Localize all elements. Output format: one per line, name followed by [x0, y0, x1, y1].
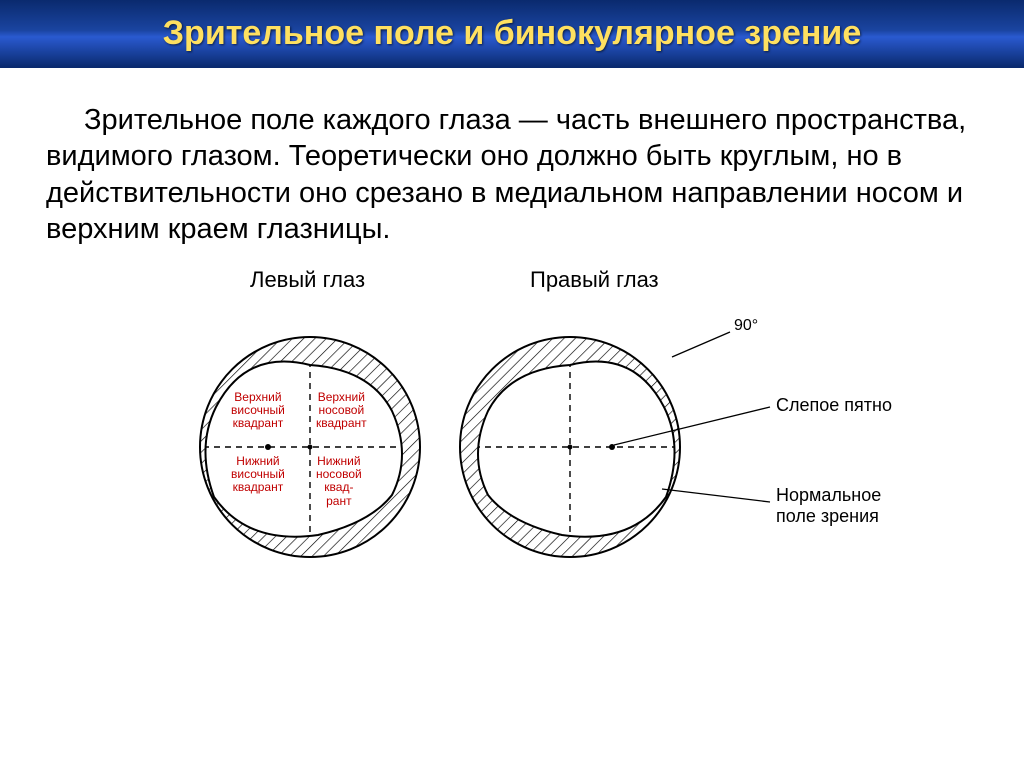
body-paragraph: Зрительное поле каждого глаза — часть вн…: [0, 68, 1024, 257]
normal-field-leader: [662, 489, 770, 502]
blind-spot-label: Слепое пятно: [776, 395, 892, 416]
angle-leader: [672, 332, 730, 357]
right-eye-label: Правый глаз: [530, 267, 659, 293]
right-eye-group: [430, 317, 710, 577]
q-lower-nasal: Нижний носовой квад- рант: [316, 455, 362, 508]
q-upper-nasal: Верхний носовой квадрант: [316, 391, 367, 431]
normal-field-label: Нормальное поле зрения: [776, 485, 881, 527]
q-upper-temporal: Верхний височный квадрант: [231, 391, 285, 431]
visual-field-diagram: Левый глаз Правый глаз: [0, 257, 1024, 657]
slide: Зрительное поле и бинокулярное зрение Зр…: [0, 0, 1024, 767]
angle-90-label: 90°: [734, 317, 758, 335]
diagram-svg: [0, 257, 1024, 657]
q-lower-temporal: Нижний височный квадрант: [231, 455, 285, 495]
slide-title: Зрительное поле и бинокулярное зрение: [163, 14, 861, 53]
left-eye-group: [170, 317, 450, 577]
title-bar: Зрительное поле и бинокулярное зрение: [0, 0, 1024, 68]
left-eye-label: Левый глаз: [250, 267, 365, 293]
paragraph-text: Зрительное поле каждого глаза — часть вн…: [46, 104, 966, 245]
